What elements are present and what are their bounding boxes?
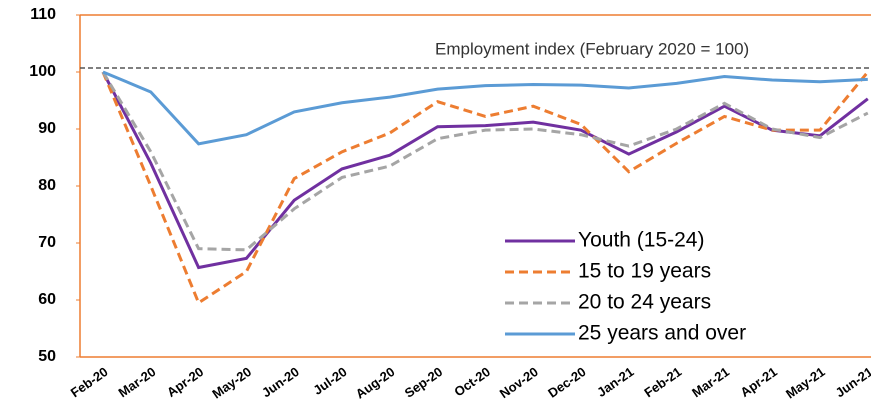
y-tick-label: 100 bbox=[29, 63, 56, 80]
x-tick-label: Nov-20 bbox=[497, 364, 541, 401]
legend-label: Youth (15-24) bbox=[578, 229, 704, 252]
legend-label: 20 to 24 years bbox=[578, 291, 711, 314]
x-tick-label: Dec-20 bbox=[545, 364, 589, 401]
series-line bbox=[101, 71, 869, 270]
x-tick-label: Apr-21 bbox=[738, 364, 780, 400]
x-tick-label: Aug-20 bbox=[353, 364, 398, 402]
legend-label: 15 to 19 years bbox=[578, 260, 711, 283]
x-tick-label: Feb-21 bbox=[641, 364, 684, 400]
series-line bbox=[101, 71, 869, 306]
x-tick-label: Mar-20 bbox=[116, 364, 159, 400]
y-tick-label: 50 bbox=[38, 348, 56, 365]
series-line bbox=[102, 70, 868, 146]
y-tick-label: 80 bbox=[38, 177, 56, 194]
y-tick-label: 60 bbox=[38, 291, 56, 308]
x-tick-label: Jan-21 bbox=[594, 364, 636, 400]
series-line bbox=[101, 71, 869, 252]
y-tick-label: 70 bbox=[38, 234, 56, 251]
x-tick-label: Oct-20 bbox=[451, 364, 493, 399]
x-tick-label: Sep-20 bbox=[402, 364, 446, 401]
legend-label: 25 years and over bbox=[578, 322, 746, 345]
y-tick-label: 110 bbox=[30, 6, 56, 23]
x-tick-label: May-20 bbox=[209, 364, 254, 402]
x-tick-label: May-21 bbox=[783, 364, 828, 402]
x-tick-label: Jun-20 bbox=[259, 364, 302, 400]
x-tick-label: Jun-21 bbox=[833, 364, 871, 400]
annotation: Employment index (February 2020 = 100) bbox=[435, 39, 749, 58]
y-tick-label: 90 bbox=[38, 120, 56, 137]
x-tick-label: Apr-20 bbox=[164, 364, 206, 400]
x-tick-label: Feb-20 bbox=[68, 364, 111, 400]
x-tick-label: Mar-21 bbox=[689, 364, 732, 400]
x-tick-label: Jul-20 bbox=[310, 364, 349, 398]
